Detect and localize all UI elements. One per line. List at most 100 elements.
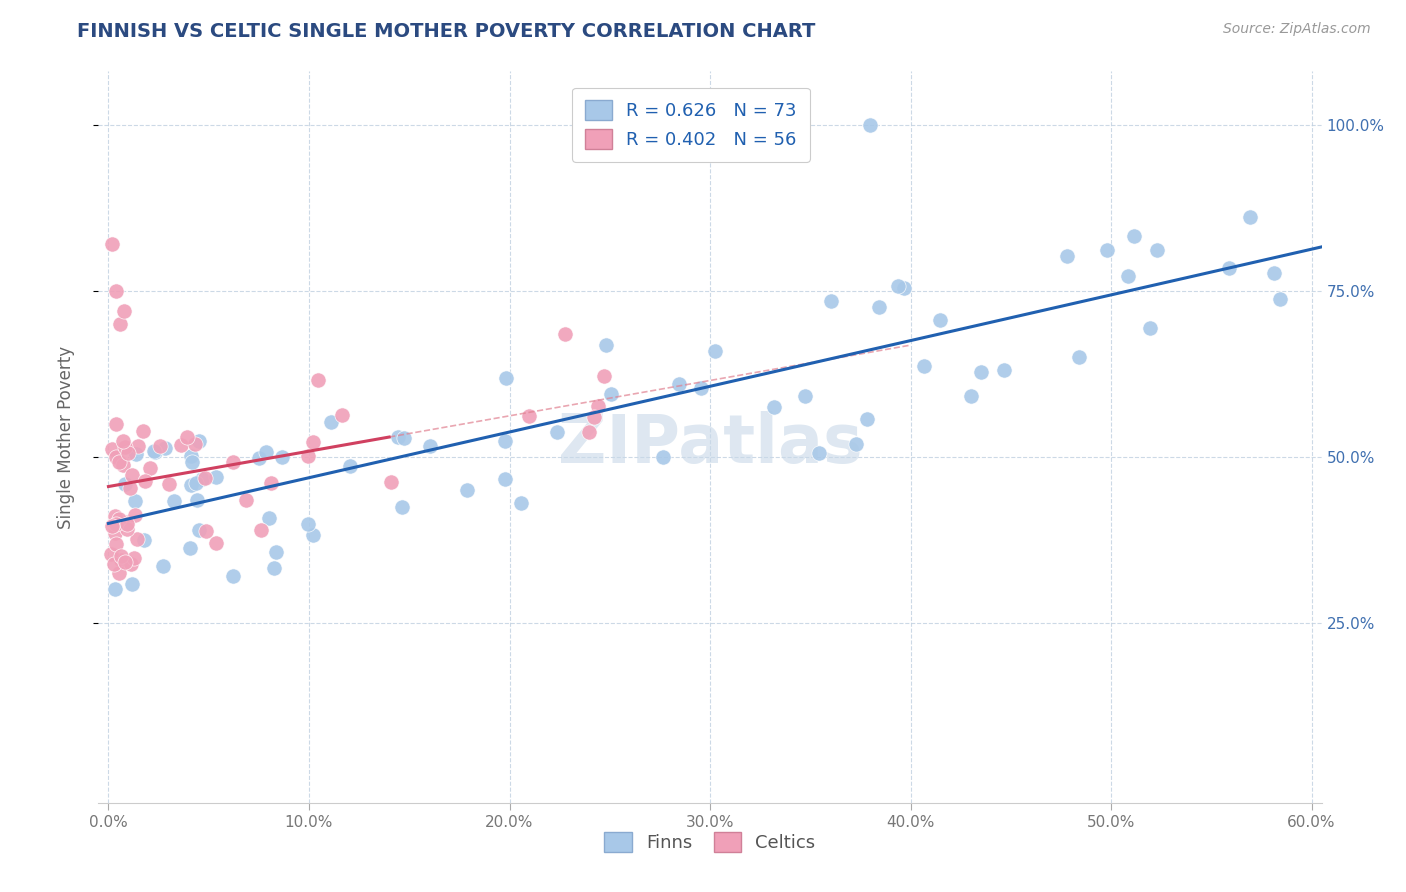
Point xyxy=(132,425,155,439)
Point xyxy=(546,425,568,439)
Point xyxy=(205,470,228,484)
Point xyxy=(105,417,128,431)
Point xyxy=(586,399,609,413)
Point xyxy=(302,435,325,450)
Point xyxy=(110,317,132,331)
Y-axis label: Single Mother Poverty: Single Mother Poverty xyxy=(56,345,75,529)
Point xyxy=(152,559,174,574)
Point xyxy=(856,411,879,425)
Point xyxy=(993,363,1015,377)
Point xyxy=(960,389,983,403)
Point xyxy=(103,557,125,571)
Point xyxy=(114,441,136,455)
Point xyxy=(104,582,127,596)
Point xyxy=(247,451,270,466)
Point xyxy=(114,477,136,491)
Point xyxy=(184,475,207,490)
Point xyxy=(1067,350,1090,364)
Point xyxy=(859,118,882,132)
Point xyxy=(122,551,145,566)
Point xyxy=(180,478,202,492)
Point xyxy=(134,474,156,488)
Point xyxy=(127,439,149,453)
Point xyxy=(583,410,606,425)
Point xyxy=(110,552,132,566)
Point xyxy=(100,548,122,562)
Point xyxy=(105,284,128,298)
Point xyxy=(266,545,288,559)
Point xyxy=(134,533,156,548)
Point xyxy=(110,549,132,563)
Point xyxy=(117,515,139,529)
Point xyxy=(297,516,319,531)
Point xyxy=(101,237,124,252)
Point xyxy=(100,519,122,533)
Point xyxy=(111,458,134,472)
Point xyxy=(456,483,478,497)
Point xyxy=(270,450,292,464)
Point xyxy=(127,532,149,546)
Point xyxy=(204,536,226,550)
Point xyxy=(820,294,842,309)
Point xyxy=(180,449,202,463)
Point xyxy=(845,437,868,451)
Point xyxy=(104,508,127,523)
Point xyxy=(330,408,353,422)
Point xyxy=(578,425,600,439)
Point xyxy=(179,541,201,555)
Point xyxy=(419,439,441,453)
Text: Source: ZipAtlas.com: Source: ZipAtlas.com xyxy=(1223,22,1371,37)
Point xyxy=(222,455,245,469)
Point xyxy=(392,431,415,445)
Point xyxy=(104,526,127,541)
Point xyxy=(807,446,830,460)
Point xyxy=(163,494,186,508)
Point xyxy=(339,458,361,473)
Point xyxy=(115,516,138,531)
Point xyxy=(970,365,993,379)
Point xyxy=(235,493,257,508)
Point xyxy=(703,343,725,358)
Text: FINNISH VS CELTIC SINGLE MOTHER POVERTY CORRELATION CHART: FINNISH VS CELTIC SINGLE MOTHER POVERTY … xyxy=(77,22,815,41)
Point xyxy=(117,446,139,460)
Point xyxy=(595,338,617,352)
Point xyxy=(120,481,142,495)
Point xyxy=(599,387,621,401)
Point xyxy=(319,415,342,429)
Point xyxy=(114,556,136,570)
Point xyxy=(222,569,245,583)
Point xyxy=(187,524,209,538)
Point xyxy=(120,557,142,571)
Point xyxy=(249,523,271,537)
Point xyxy=(380,475,402,489)
Point xyxy=(307,373,329,387)
Point xyxy=(142,443,165,458)
Point xyxy=(114,303,136,318)
Point xyxy=(155,441,177,455)
Point xyxy=(187,434,209,449)
Point xyxy=(517,409,540,423)
Point xyxy=(690,381,713,395)
Point xyxy=(1056,249,1078,263)
Point xyxy=(186,493,208,508)
Point xyxy=(1139,321,1161,335)
Point xyxy=(195,524,218,539)
Point xyxy=(170,438,193,452)
Point xyxy=(762,400,785,414)
Point xyxy=(912,359,935,373)
Point xyxy=(180,454,202,468)
Point xyxy=(495,371,517,385)
Point xyxy=(510,496,533,510)
Point xyxy=(107,512,129,526)
Point xyxy=(1146,243,1168,257)
Point xyxy=(184,436,207,450)
Point xyxy=(157,477,180,491)
Point xyxy=(893,281,915,295)
Point xyxy=(101,442,124,456)
Point xyxy=(143,445,166,459)
Point xyxy=(139,460,162,475)
Point xyxy=(592,369,614,384)
Point xyxy=(1263,266,1285,280)
Point xyxy=(928,312,950,326)
Point xyxy=(104,537,127,551)
